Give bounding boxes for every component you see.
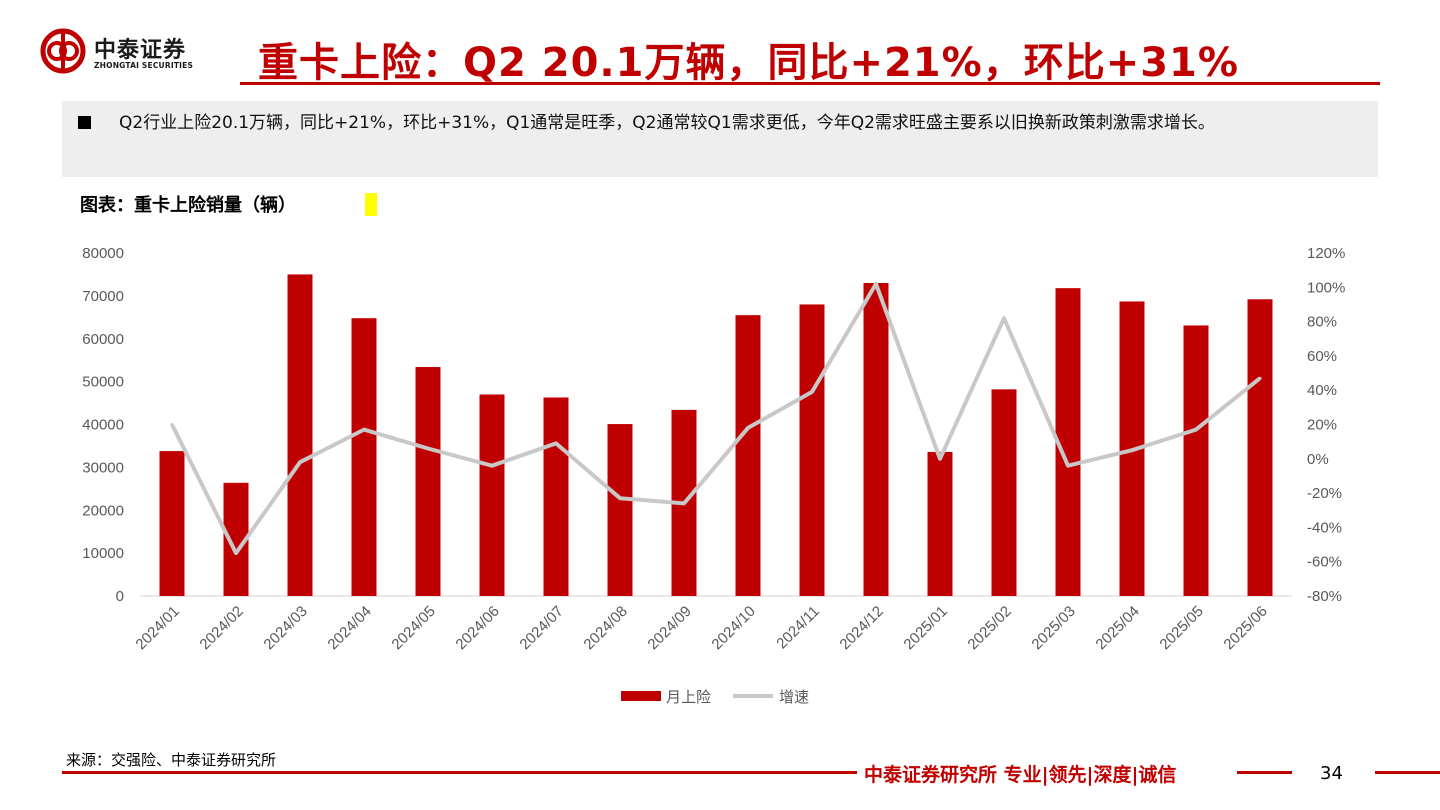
- growth-point-2024-01: [170, 423, 174, 426]
- bullet-icon: [78, 116, 91, 129]
- summary-box: Q2行业上险20.1万辆，同比+21%，环比+31%，Q1通常是旺季，Q2通常较…: [62, 101, 1378, 177]
- bar-2024-03: [287, 274, 313, 596]
- growth-point-2025-01: [938, 457, 942, 461]
- y-left-tick-label: 20000: [82, 502, 124, 519]
- bar-2024-01: [159, 451, 185, 596]
- bar-2024-12: [863, 283, 889, 596]
- zhongtai-logo-icon: [40, 28, 86, 74]
- y-right-tick-label: 0%: [1307, 451, 1329, 468]
- x-tick-label: 2025/04: [1092, 603, 1142, 653]
- growth-point-2024-04: [362, 428, 366, 432]
- y-left-tick-label: 60000: [82, 331, 124, 348]
- x-tick-label: 2025/06: [1220, 603, 1270, 653]
- y-left-tick-label: 0: [116, 588, 124, 605]
- y-right-tick-label: -80%: [1307, 588, 1342, 605]
- y-right-tick-label: -40%: [1307, 519, 1342, 536]
- x-tick-label: 2024/12: [836, 603, 886, 653]
- x-tick-label: 2024/03: [260, 603, 310, 653]
- x-tick-label: 2024/09: [644, 603, 694, 653]
- bar-2024-08: [607, 424, 633, 596]
- growth-point-2024-05: [426, 447, 430, 451]
- growth-point-2024-08: [618, 496, 622, 500]
- x-tick-label: 2024/02: [196, 603, 246, 653]
- x-tick-label: 2024/04: [324, 603, 374, 653]
- y-right-tick-label: 80%: [1307, 314, 1337, 331]
- x-tick-label: 2025/02: [964, 603, 1014, 653]
- y-right-tick-label: 40%: [1307, 382, 1337, 399]
- x-tick-label: 2025/03: [1028, 603, 1078, 653]
- growth-point-2024-02: [234, 551, 238, 555]
- y-right-tick-label: 120%: [1307, 245, 1345, 262]
- figure-caption: 图表：重卡上险销量（辆）: [80, 195, 296, 216]
- x-tick-label: 2025/05: [1156, 603, 1206, 653]
- x-tick-label: 2024/08: [580, 603, 630, 653]
- source-note: 来源：交强险、中泰证券研究所: [66, 751, 277, 769]
- y-left-tick-label: 10000: [82, 545, 124, 562]
- growth-rate-line: [170, 281, 1262, 556]
- growth-point-2024-03: [298, 460, 302, 464]
- growth-point-2025-05: [1194, 428, 1198, 432]
- footer-brand: 中泰证券研究所 专业|领先|深度|诚信: [864, 764, 1177, 786]
- footer-rule: [62, 771, 857, 774]
- summary-text: Q2行业上险20.1万辆，同比+21%，环比+31%，Q1通常是旺季，Q2通常较…: [119, 113, 1215, 133]
- x-tick-label: 2024/01: [132, 603, 182, 653]
- footer-rule: [1375, 771, 1440, 774]
- growth-point-2025-04: [1130, 448, 1134, 452]
- bar-2025-02: [991, 389, 1017, 596]
- growth-point-2024-07: [554, 441, 558, 445]
- y-left-tick-label: 40000: [82, 417, 124, 434]
- bar-2024-06: [479, 394, 505, 596]
- y-left-tick-label: 50000: [82, 374, 124, 391]
- growth-point-2025-03: [1066, 464, 1070, 468]
- y-right-tick-label: 60%: [1307, 348, 1337, 365]
- bar-2024-07: [543, 397, 569, 596]
- bar-2024-05: [415, 367, 441, 596]
- page-title: 重卡上险：Q2 20.1万辆，同比+21%，环比+31%: [258, 40, 1239, 86]
- bar-2025-06: [1247, 299, 1273, 596]
- highlight-marker: [365, 193, 377, 216]
- y-right-tick-label: -60%: [1307, 554, 1342, 571]
- y-left-tick-label: 30000: [82, 459, 124, 476]
- y-right-tick-label: 100%: [1307, 279, 1345, 296]
- growth-point-2025-06: [1258, 376, 1262, 380]
- bar-2025-05: [1183, 325, 1209, 596]
- bar-2024-04: [351, 318, 377, 596]
- x-tick-label: 2024/10: [708, 603, 758, 653]
- growth-point-2025-02: [1002, 316, 1006, 320]
- logo-text-en: ZHONGTAI SECURITIES: [94, 61, 194, 70]
- bar-2024-11: [799, 304, 825, 596]
- legend-label-monthly: 月上险: [666, 688, 711, 706]
- x-tick-label: 2024/11: [773, 603, 823, 653]
- growth-point-2024-11: [810, 390, 814, 394]
- legend-bar-swatch: [621, 691, 661, 701]
- legend-label-growth: 增速: [779, 688, 809, 706]
- bar-2025-01: [927, 451, 953, 596]
- title-underline: [240, 82, 1380, 85]
- y-left-tick-label: 80000: [82, 245, 124, 262]
- logo-text-cn: 中泰证券: [94, 38, 187, 63]
- x-tick-label: 2024/07: [516, 603, 566, 653]
- growth-point-2024-10: [746, 426, 750, 430]
- x-tick-label: 2024/05: [388, 603, 438, 653]
- bar-2024-10: [735, 315, 761, 596]
- page-number: 34: [1320, 763, 1343, 784]
- company-logo: 中泰证券 ZHONGTAI SECURITIES: [40, 28, 220, 78]
- y-right-tick-label: -20%: [1307, 485, 1342, 502]
- x-tick-label: 2025/01: [900, 603, 950, 653]
- footer-rule: [1237, 771, 1292, 774]
- growth-point-2024-12: [874, 282, 878, 286]
- insurance-sales-chart: 0 10000 20000 30000 40000 50000 60000 70000 8000…: [82, 245, 1345, 706]
- y-left-tick-label: 70000: [82, 288, 124, 305]
- growth-point-2024-06: [490, 464, 494, 468]
- growth-point-2024-09: [682, 501, 686, 505]
- y-right-tick-label: 20%: [1307, 417, 1337, 434]
- x-tick-label: 2024/06: [452, 603, 502, 653]
